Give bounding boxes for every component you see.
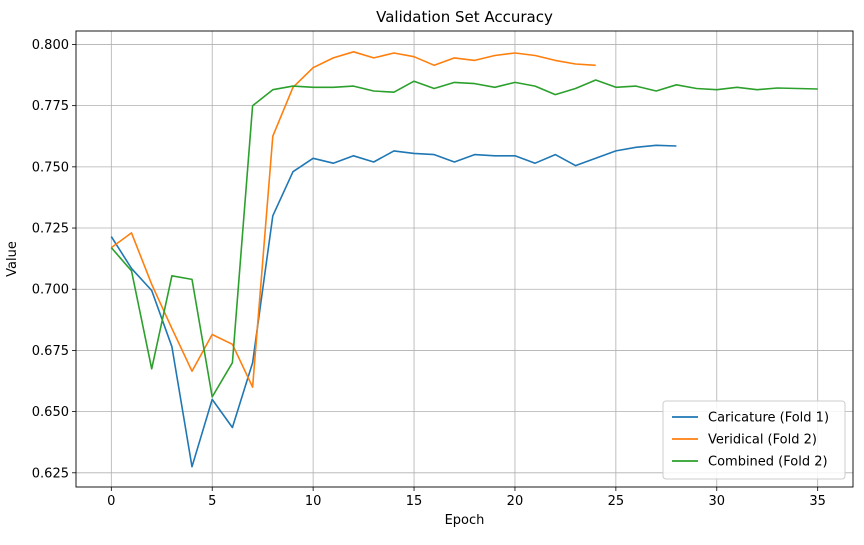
y-tick-label: 0.750 [32, 160, 69, 175]
axis-ticks: 0 5 10 15 20 25 30 35 0.625 0.650 0.675 0.700 0.725 0… [32, 38, 826, 509]
y-tick-label: 0.700 [32, 283, 69, 298]
legend-label: Veridical (Fold 2) [708, 433, 817, 448]
y-tick-label: 0.675 [32, 344, 69, 359]
legend-label: Caricature (Fold 1) [708, 411, 829, 426]
y-tick-label: 0.725 [32, 222, 69, 237]
x-tick-label: 25 [608, 494, 625, 509]
y-tick-label: 0.650 [32, 405, 69, 420]
x-tick-label: 20 [507, 494, 524, 509]
series-line-caricature-fold-1 [110, 144, 677, 468]
x-tick-label: 0 [107, 494, 115, 509]
x-tick-label: 10 [305, 494, 322, 509]
x-tick-label: 5 [208, 494, 216, 509]
x-tick-label: 35 [809, 494, 826, 509]
y-tick-label: 0.800 [32, 38, 69, 53]
chart-title: Validation Set Accuracy [376, 8, 553, 26]
legend-box [662, 400, 846, 480]
series-line-veridical-fold-2 [110, 50, 596, 388]
y-tick-label: 0.775 [32, 99, 69, 114]
legend: Caricature (Fold 1) Veridical (Fold 2) Com… [662, 400, 846, 480]
legend-label: Combined (Fold 2) [708, 455, 828, 470]
x-tick-label: 15 [406, 494, 423, 509]
x-axis-title: Epoch [445, 513, 485, 528]
series-line-combined-fold-2 [110, 79, 818, 398]
y-axis-title: Value [5, 241, 20, 277]
series-lines [110, 50, 818, 468]
y-tick-label: 0.625 [32, 466, 69, 481]
x-tick-label: 30 [708, 494, 725, 509]
plot-frame [75, 30, 854, 488]
